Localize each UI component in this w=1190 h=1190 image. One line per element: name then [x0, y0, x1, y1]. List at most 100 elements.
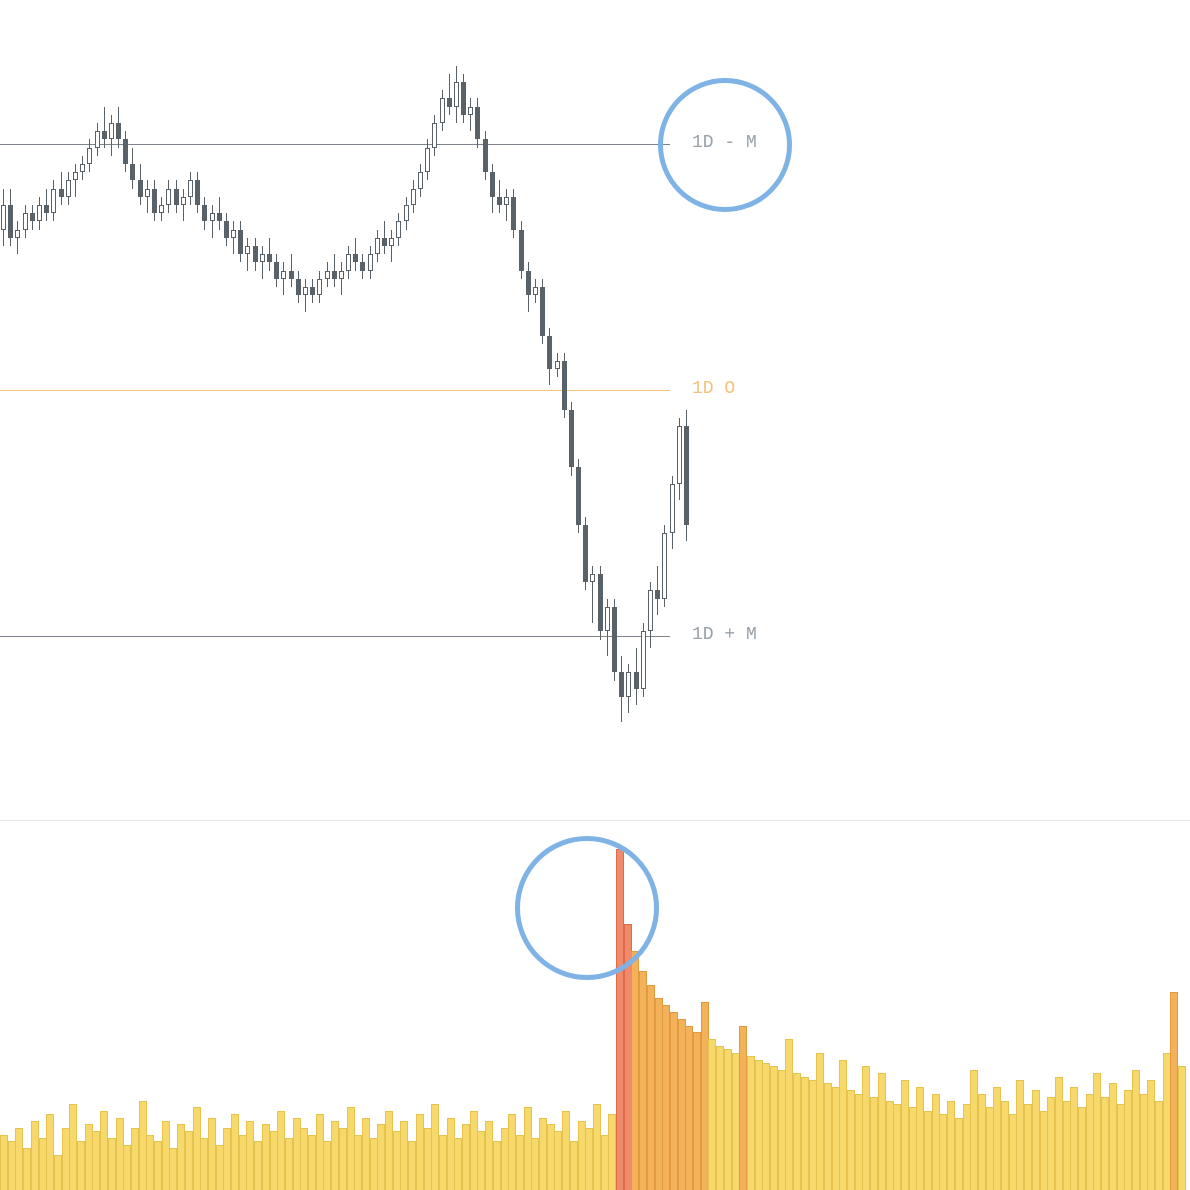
candle-body — [231, 230, 236, 238]
candle-body — [188, 180, 193, 196]
candle-wick — [391, 230, 392, 263]
candle-body — [454, 82, 459, 107]
candle-body — [382, 238, 387, 246]
candle-wick — [341, 262, 342, 295]
candle-body — [210, 213, 215, 221]
candle-body — [612, 607, 617, 673]
candle-wick — [283, 262, 284, 295]
candle-body — [411, 189, 416, 205]
candle-wick — [449, 74, 450, 115]
candle-body — [562, 361, 567, 410]
candle-body — [37, 205, 42, 221]
candle-body — [655, 590, 660, 598]
panel-divider — [0, 820, 1190, 821]
candle-body — [87, 148, 92, 164]
candle-body — [432, 123, 437, 148]
candle-body — [396, 221, 401, 237]
candle-body — [519, 230, 524, 271]
candle-body — [555, 361, 560, 369]
candle-body — [245, 246, 250, 254]
candle-body — [526, 271, 531, 296]
candle-wick — [147, 180, 148, 213]
candle-body — [547, 336, 552, 369]
candle-body — [303, 287, 308, 295]
level-line-1d-open — [0, 390, 670, 391]
candle-body — [145, 189, 150, 197]
candle-wick — [183, 189, 184, 222]
candle-body — [310, 287, 315, 295]
candle-wick — [247, 238, 248, 271]
candle-body — [195, 180, 200, 205]
candle-body — [540, 287, 545, 336]
candle-wick — [262, 246, 263, 279]
candle-body — [440, 98, 445, 123]
candle-body — [317, 279, 322, 295]
candle-body — [619, 672, 624, 697]
candle-body — [461, 82, 466, 115]
candle-body — [483, 139, 488, 172]
candle-body — [490, 172, 495, 197]
candle-body — [339, 271, 344, 279]
candle-wick — [506, 189, 507, 222]
candle-body — [95, 131, 100, 147]
candle-body — [159, 205, 164, 213]
annotation-circle-price — [658, 78, 792, 212]
candle-body — [181, 197, 186, 205]
candle-body — [15, 230, 20, 238]
candle-body — [598, 574, 603, 631]
candle-body — [468, 107, 473, 115]
candle-body — [332, 271, 337, 279]
candle-body — [80, 164, 85, 172]
candle-body — [475, 107, 480, 140]
candle-wick — [212, 205, 213, 238]
volume-bar — [1178, 1066, 1186, 1190]
candle-body — [569, 410, 574, 467]
candle-body — [217, 213, 222, 221]
candle-body — [368, 254, 373, 270]
candle-body — [325, 271, 330, 279]
candle-body — [281, 271, 286, 279]
candle-body — [360, 262, 365, 270]
candle-body — [662, 533, 667, 599]
candle-body — [583, 525, 588, 582]
candle-body — [404, 205, 409, 221]
candle-body — [511, 197, 516, 230]
candle-body — [73, 172, 78, 180]
candle-body — [224, 221, 229, 237]
candle-body — [238, 230, 243, 255]
candle-body — [389, 238, 394, 246]
candle-wick — [75, 164, 76, 197]
candle-body — [648, 590, 653, 631]
candle-body — [116, 123, 121, 139]
candle-body — [346, 254, 351, 270]
candle-body — [260, 254, 265, 262]
chart-container: 1D - M1D O1D + M — [0, 0, 1190, 1190]
candle-body — [102, 131, 107, 139]
candle-body — [576, 467, 581, 524]
candle-body — [504, 197, 509, 205]
candle-body — [253, 246, 258, 262]
candle-body — [174, 189, 179, 205]
candle-body — [166, 189, 171, 205]
candle-body — [605, 607, 610, 632]
level-line-1d-minus-m — [0, 144, 670, 145]
level-label-1d-open: 1D O — [692, 379, 735, 399]
candle-body — [533, 287, 538, 295]
candle-body — [138, 180, 143, 196]
candle-body — [677, 426, 682, 483]
candle-body — [66, 180, 71, 196]
candle-wick — [305, 279, 306, 312]
candle-body — [130, 164, 135, 180]
candle-body — [23, 213, 28, 229]
candle-body — [641, 631, 646, 688]
candle-body — [425, 148, 430, 173]
candle-body — [670, 484, 675, 533]
candle-body — [447, 98, 452, 106]
candle-body — [497, 197, 502, 205]
candle-body — [634, 672, 639, 688]
candle-wick — [104, 107, 105, 148]
candle-body — [109, 123, 114, 139]
candle-wick — [233, 221, 234, 254]
candle-body — [152, 189, 157, 214]
candle-body — [1, 205, 6, 230]
